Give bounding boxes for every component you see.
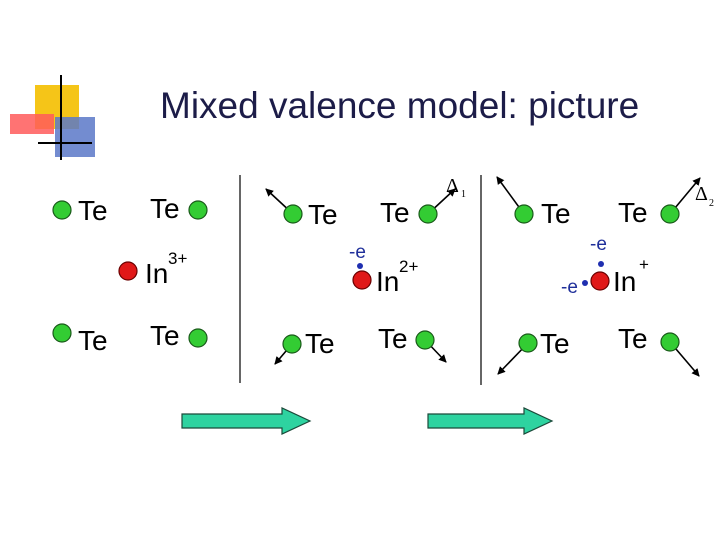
transition-arrow xyxy=(181,407,312,435)
delta-index: 2 xyxy=(709,198,714,209)
atom-label: Te xyxy=(78,325,108,356)
electron-label: -e xyxy=(349,242,366,263)
ion-charge: 2+ xyxy=(399,257,418,276)
atom-label: Te xyxy=(150,320,180,351)
electron xyxy=(357,263,363,269)
atom-label: Te xyxy=(540,328,570,359)
atom-label: Te xyxy=(150,193,180,224)
te-atom xyxy=(52,323,72,343)
atom-label: Te xyxy=(541,198,571,229)
te-atom xyxy=(282,334,302,354)
te-atom xyxy=(188,200,208,220)
electron-label: -e xyxy=(561,277,578,298)
ion-label: In xyxy=(376,266,399,297)
te-atom xyxy=(660,204,680,224)
electron xyxy=(598,261,604,267)
te-atom xyxy=(418,204,438,224)
transition-arrow xyxy=(427,407,554,435)
panel: Te Te Δ 2 -e -e In + Te Te xyxy=(496,176,714,377)
ion-label: In xyxy=(145,258,168,289)
ion-label: In xyxy=(613,266,636,297)
atom-label: Te xyxy=(380,197,410,228)
panel: Te Te Δ 1 -e In 2+ Te Te xyxy=(265,175,466,365)
delta-index: 1 xyxy=(461,189,466,200)
te-atom xyxy=(518,333,538,353)
delta: Δ xyxy=(446,175,459,197)
electron-label: -e xyxy=(590,234,607,255)
te-atom xyxy=(188,328,208,348)
in-atom xyxy=(352,270,372,290)
ion-charge: 3+ xyxy=(168,249,187,268)
title: Mixed valence model: picture xyxy=(160,85,639,126)
atom-label: Te xyxy=(618,323,648,354)
te-atom xyxy=(415,330,435,350)
panel: Te Te In 3+ Te Te xyxy=(52,193,208,356)
atom-label: Te xyxy=(308,199,338,230)
te-atom xyxy=(514,204,534,224)
decoration xyxy=(10,75,95,160)
electron xyxy=(582,280,588,286)
in-atom xyxy=(118,261,138,281)
in-atom xyxy=(590,271,610,291)
atom-label: Te xyxy=(78,195,108,226)
te-atom xyxy=(283,204,303,224)
te-atom xyxy=(660,332,680,352)
atom-label: Te xyxy=(618,197,648,228)
atom-label: Te xyxy=(378,323,408,354)
delta: Δ xyxy=(695,183,708,205)
te-atom xyxy=(52,200,72,220)
atom-label: Te xyxy=(305,328,335,359)
ion-charge: + xyxy=(639,255,649,274)
